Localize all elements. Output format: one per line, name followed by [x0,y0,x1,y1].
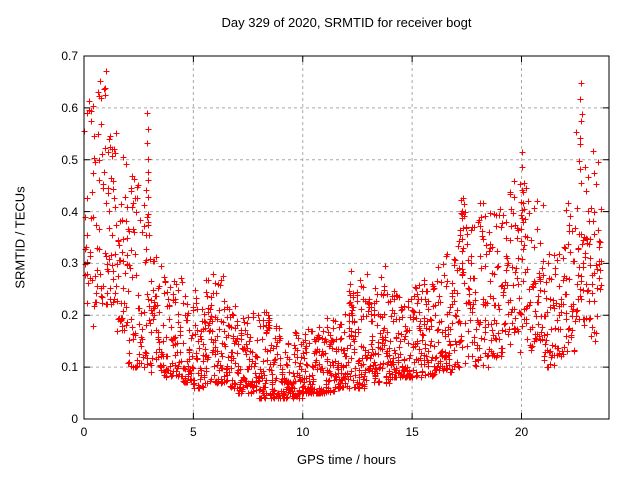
x-tick-label: 0 [80,425,88,439]
y-tick-label: 0.5 [61,152,78,167]
y-axis-title: SRMTID / TECUs [12,186,28,289]
y-tick-label: 0.6 [61,100,78,115]
x-tick-label: 15 [405,425,419,439]
x-tick-label: 10 [296,425,310,439]
y-tick-label: 0 [71,412,78,426]
y-tick-label: 0.7 [61,49,78,63]
y-tick-label: 0.4 [61,204,78,219]
x-tick-label: 20 [514,425,529,439]
grid-lines [84,56,609,419]
scatter-points [81,68,605,402]
x-tick-label: 5 [190,425,197,439]
chart-title: Day 329 of 2020, SRMTID for receiver bog… [221,15,472,30]
y-tick-label: 0.3 [61,256,78,271]
y-tick-label: 0.1 [61,360,78,375]
plot-border [83,55,610,420]
y-tick-label: 0.2 [61,308,78,323]
x-axis-title: GPS time / hours [297,452,396,467]
